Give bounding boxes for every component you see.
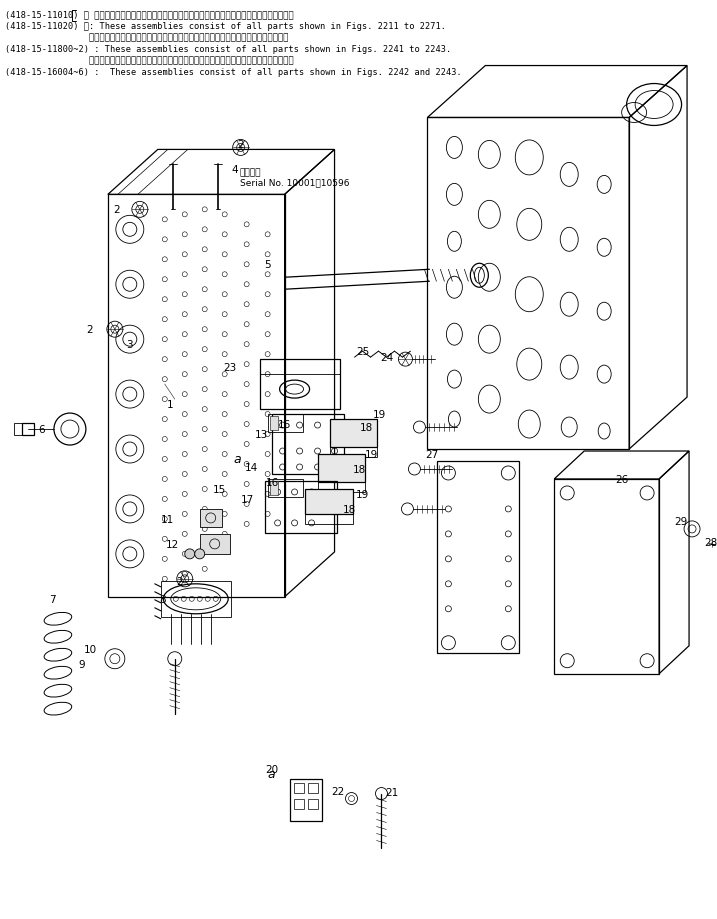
Bar [308, 799, 318, 809]
Text: 18: 18 [343, 505, 356, 515]
Text: 26: 26 [615, 474, 629, 484]
Text: (418-15-16004~6) :  These assemblies consist of all parts shown in Figs. 2242 an: (418-15-16004~6) : These assemblies cons… [5, 68, 462, 77]
Text: a: a [268, 767, 275, 780]
Bar [200, 534, 229, 554]
Text: 23: 23 [223, 363, 237, 373]
Circle shape [185, 550, 195, 560]
Text: 27: 27 [424, 449, 438, 460]
Bar [330, 448, 377, 458]
Text: 18: 18 [360, 423, 373, 433]
Text: 10: 10 [83, 644, 97, 654]
Text: 3: 3 [126, 340, 133, 350]
Text: 13: 13 [255, 429, 268, 439]
Text: 25: 25 [356, 346, 369, 357]
Text: 16: 16 [266, 478, 279, 487]
Text: 12: 12 [166, 539, 179, 550]
Bar [305, 515, 353, 525]
Text: 21: 21 [385, 787, 398, 797]
Bar [330, 420, 377, 448]
Text: (418-15-11020) ］: These assemblies consist of all parts shown in Figs. 2211 to 2: (418-15-11020) ］: These assemblies consi… [5, 22, 446, 31]
Bar [161, 581, 231, 618]
Text: 5: 5 [265, 260, 271, 270]
Text: 6: 6 [39, 425, 45, 435]
Text: 19: 19 [373, 410, 386, 420]
Text: 7: 7 [49, 595, 55, 604]
Text: 9: 9 [79, 659, 85, 669]
Text: 16: 16 [278, 420, 291, 429]
Text: 24: 24 [380, 353, 393, 363]
Text: 19: 19 [356, 490, 369, 499]
Text: 2: 2 [87, 324, 93, 335]
Bar [267, 414, 303, 433]
Bar [293, 799, 303, 809]
Text: (418-15-11800~2) : These assemblies consist of all parts shown in Figs. 2241 to : (418-15-11800~2) : These assemblies cons… [5, 45, 451, 54]
Text: 22: 22 [331, 786, 344, 796]
Text: (418-15-11010) ＼ これらのアセンブリの構成部品は第２２１１図から第２２７１図の部品を含みます．: (418-15-11010) ＼ これらのアセンブリの構成部品は第２２１１図から… [5, 11, 294, 19]
Bar [305, 490, 353, 515]
Text: 28: 28 [704, 538, 717, 548]
Text: 18: 18 [353, 464, 366, 474]
Text: これらのアセンブリの構成部品は第２２４１図から第２２４３図の部品を含みます．: これらのアセンブリの構成部品は第２２４１図から第２２４３図の部品を含みます． [5, 34, 288, 42]
Text: 2: 2 [176, 576, 183, 586]
Bar [290, 778, 321, 821]
Bar [260, 359, 340, 375]
Bar [267, 480, 303, 497]
Bar [437, 461, 519, 653]
Text: 14: 14 [245, 462, 258, 472]
Text: 29: 29 [675, 516, 688, 527]
Bar [270, 482, 277, 495]
Text: 2: 2 [113, 205, 120, 215]
Bar [265, 482, 336, 533]
Bar [272, 414, 343, 474]
Bar [22, 424, 34, 436]
Bar [318, 455, 366, 482]
Text: 8: 8 [159, 595, 166, 604]
Text: 20: 20 [265, 764, 278, 774]
Bar [14, 424, 22, 436]
Text: これらのアセンブリの構成部品は第２２４２図および第２２４３図の部品を含みます．: これらのアセンブリの構成部品は第２２４２図および第２２４３図の部品を含みます． [5, 56, 294, 65]
Bar [270, 416, 277, 431]
Text: 17: 17 [241, 494, 255, 505]
Text: 1: 1 [166, 400, 173, 410]
Text: 2: 2 [237, 141, 244, 151]
Bar [308, 783, 318, 793]
Circle shape [195, 550, 205, 560]
Text: a: a [234, 453, 242, 466]
Bar [318, 482, 366, 493]
Text: 15: 15 [213, 484, 227, 494]
Text: 適用号表
Serial No. 10001～10596: 適用号表 Serial No. 10001～10596 [239, 168, 349, 187]
Bar [200, 509, 222, 528]
Bar [293, 783, 303, 793]
Bar [260, 359, 340, 410]
Text: 11: 11 [161, 515, 174, 525]
Text: 4: 4 [232, 165, 238, 176]
Text: 19: 19 [365, 449, 378, 460]
